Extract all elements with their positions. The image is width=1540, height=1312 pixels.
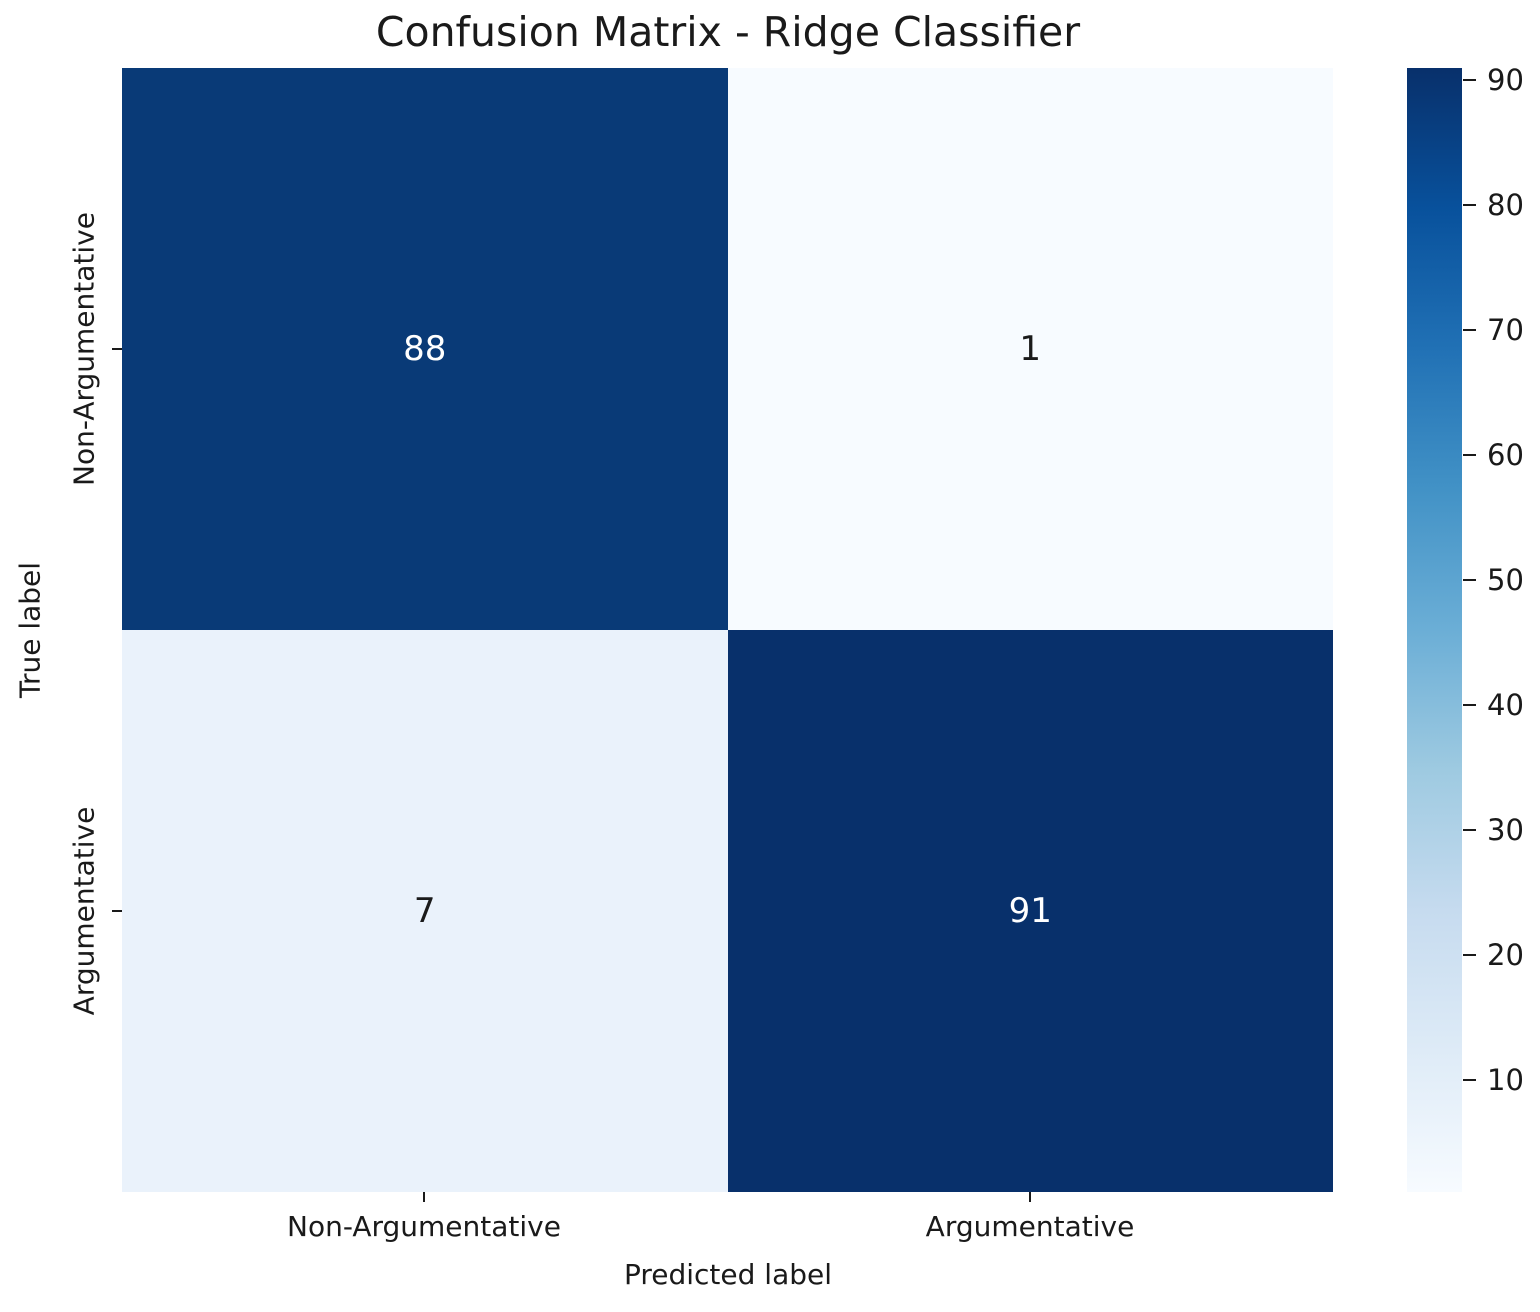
colorbar-tick-label: 50 bbox=[1487, 563, 1524, 598]
colorbar-tick-label: 80 bbox=[1487, 188, 1524, 223]
cell-value: 91 bbox=[1008, 891, 1052, 931]
x-tick-mark bbox=[1029, 1192, 1031, 1202]
colorbar-tick-mark bbox=[1463, 579, 1476, 582]
colorbar-tick-label: 20 bbox=[1487, 937, 1524, 972]
y-tick-mark bbox=[112, 910, 122, 912]
colorbar-tick-label: 60 bbox=[1487, 438, 1524, 473]
heatmap-cell: 1 bbox=[727, 68, 1333, 630]
colorbar-tick-label: 70 bbox=[1487, 313, 1524, 348]
colorbar-tick-mark bbox=[1463, 329, 1476, 332]
heatmap: 88 1 7 91 bbox=[122, 68, 1333, 1192]
x-tick-label-non-argumentative: Non-Argumentative bbox=[287, 1210, 561, 1243]
colorbar-tick-label: 90 bbox=[1487, 63, 1524, 98]
chart-title: Confusion Matrix - Ridge Classifier bbox=[375, 8, 1081, 56]
y-tick-label-argumentative: Argumentative bbox=[67, 806, 101, 1016]
colorbar-tick-label: 10 bbox=[1487, 1062, 1524, 1097]
cell-value: 1 bbox=[1019, 329, 1042, 369]
colorbar-tick-mark bbox=[1463, 703, 1476, 706]
colorbar-tick-mark bbox=[1463, 454, 1476, 457]
colorbar: 90 80 70 60 50 40 30 20 10 bbox=[1407, 63, 1540, 1192]
x-axis-label: Predicted label bbox=[623, 1258, 833, 1291]
colorbar-tick-mark bbox=[1463, 953, 1476, 956]
colorbar-tick-label: 30 bbox=[1487, 812, 1524, 847]
x-tick-mark bbox=[423, 1192, 425, 1202]
x-tick-label-argumentative: Argumentative bbox=[925, 1210, 1135, 1243]
y-tick-mark bbox=[112, 348, 122, 350]
cell-value: 88 bbox=[403, 329, 447, 369]
y-tick-label-non-argumentative: Non-Argumentative bbox=[67, 212, 101, 486]
heatmap-cell: 88 bbox=[122, 68, 728, 630]
cell-value: 7 bbox=[413, 891, 436, 931]
colorbar-tick-mark bbox=[1463, 1078, 1476, 1081]
heatmap-cell: 91 bbox=[727, 630, 1333, 1192]
colorbar-tick-mark bbox=[1463, 79, 1476, 82]
colorbar-tick-mark bbox=[1463, 204, 1476, 207]
heatmap-cell: 7 bbox=[122, 630, 728, 1192]
colorbar-tick-label: 40 bbox=[1487, 687, 1524, 722]
colorbar-gradient bbox=[1407, 68, 1462, 1192]
y-axis-label: True label bbox=[13, 561, 47, 699]
colorbar-tick-mark bbox=[1463, 828, 1476, 831]
